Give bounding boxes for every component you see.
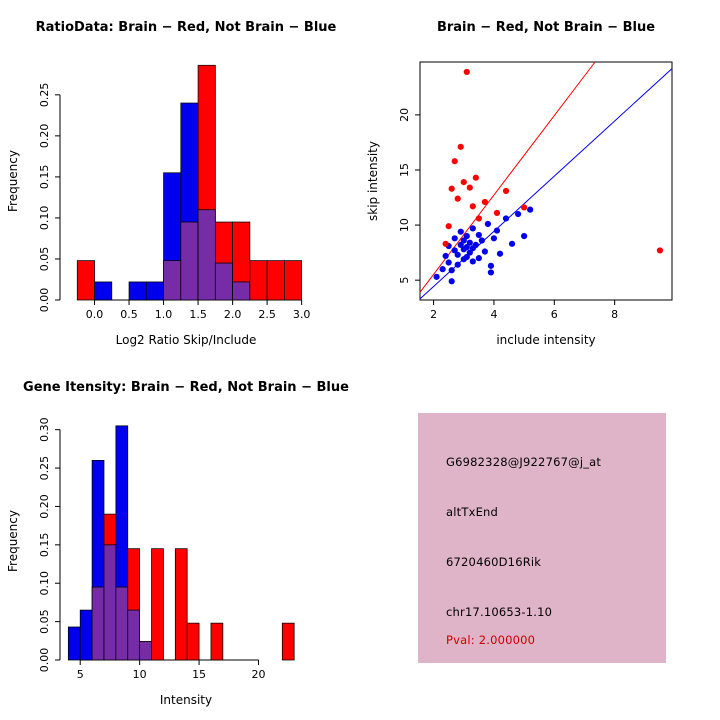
svg-text:0.10: 0.10 [38, 571, 51, 596]
svg-text:15: 15 [398, 163, 411, 177]
svg-text:4: 4 [490, 308, 497, 321]
svg-text:10: 10 [133, 668, 147, 681]
svg-text:0.15: 0.15 [38, 533, 51, 558]
pval-text: Pval: 2.000000 [446, 633, 536, 647]
svg-text:0.05: 0.05 [38, 247, 51, 272]
ratio-hist-bars [76, 64, 303, 301]
event-type-text: altTxEnd [446, 505, 499, 519]
svg-text:0.15: 0.15 [38, 165, 51, 190]
svg-text:15: 15 [192, 668, 206, 681]
svg-text:0.0: 0.0 [86, 308, 104, 321]
svg-text:20: 20 [398, 108, 411, 122]
svg-text:20: 20 [252, 668, 266, 681]
svg-text:3.0: 3.0 [293, 308, 311, 321]
svg-text:2.5: 2.5 [258, 308, 276, 321]
svg-text:0.5: 0.5 [120, 308, 138, 321]
gene-symbol-text: 6720460D16Rik [446, 555, 542, 569]
svg-text:0.20: 0.20 [38, 494, 51, 519]
panel-gene-intensity-histogram: 5 10 15 20 0.00 0.05 0.10 0.15 0.20 0.25 0.30 Inten… [0, 360, 360, 720]
panel-ratio-histogram: 0.0 0.5 1.0 1.5 2.0 2.5 3.0 0.00 0.05 0.10 0.15 0.2… [0, 0, 360, 360]
gene-intensity-histogram-chart: 5 10 15 20 0.00 0.05 0.10 0.15 0.20 0.25 0.30 Inten… [6, 380, 349, 707]
svg-text:6: 6 [551, 308, 558, 321]
svg-text:5: 5 [77, 668, 84, 681]
svg-text:0.05: 0.05 [38, 609, 51, 634]
ratio-histogram-chart: 0.0 0.5 1.0 1.5 2.0 2.5 3.0 0.00 0.05 0.10 0.15 0.2… [6, 20, 337, 347]
gene-hist-bars [67, 425, 295, 661]
svg-text:1.0: 1.0 [155, 308, 173, 321]
svg-text:8: 8 [611, 308, 618, 321]
locus-text: chr17.10653-1.10 [446, 605, 553, 619]
svg-text:RatioData: Brain − Red, Not Br: RatioData: Brain − Red, Not Brain − Blue [36, 20, 337, 35]
svg-text:Frequency: Frequency [6, 510, 20, 572]
panel-gene-info: G6982328@J922767@j_at altTxEnd 6720460D1… [360, 360, 720, 720]
svg-text:Intensity: Intensity [160, 693, 212, 707]
intensity-scatter-points-brain [442, 68, 664, 254]
svg-text:include intensity: include intensity [496, 333, 595, 347]
probe-id-text: G6982328@J922767@j_at [446, 455, 602, 469]
svg-text:0.20: 0.20 [38, 124, 51, 149]
svg-text:1.5: 1.5 [189, 308, 207, 321]
svg-text:2: 2 [430, 308, 437, 321]
svg-text:Brain − Red, Not Brain − Blue: Brain − Red, Not Brain − Blue [437, 20, 655, 35]
svg-text:skip intensity: skip intensity [366, 141, 380, 221]
svg-text:0.30: 0.30 [38, 417, 51, 442]
svg-text:0.10: 0.10 [38, 206, 51, 231]
svg-text:0.25: 0.25 [38, 83, 51, 108]
svg-text:0.00: 0.00 [38, 288, 51, 313]
svg-text:5: 5 [398, 277, 411, 284]
svg-text:10: 10 [398, 218, 411, 232]
svg-text:Gene Itensity: Brain − Red, No: Gene Itensity: Brain − Red, Not Brain − … [23, 380, 349, 395]
svg-text:Log2 Ratio Skip/Include: Log2 Ratio Skip/Include [116, 333, 257, 347]
panel-intensity-scatter: 2 4 6 8 5 10 15 20 include intensity skip intensi… [360, 0, 720, 360]
intensity-scatter-chart: 2 4 6 8 5 10 15 20 include intensity skip intensi… [366, 20, 673, 347]
gene-info-box: G6982328@J922767@j_at altTxEnd 6720460D1… [418, 413, 666, 663]
svg-text:Frequency: Frequency [6, 150, 20, 212]
svg-text:0.25: 0.25 [38, 456, 51, 481]
svg-text:2.0: 2.0 [224, 308, 242, 321]
svg-text:0.00: 0.00 [38, 648, 51, 673]
